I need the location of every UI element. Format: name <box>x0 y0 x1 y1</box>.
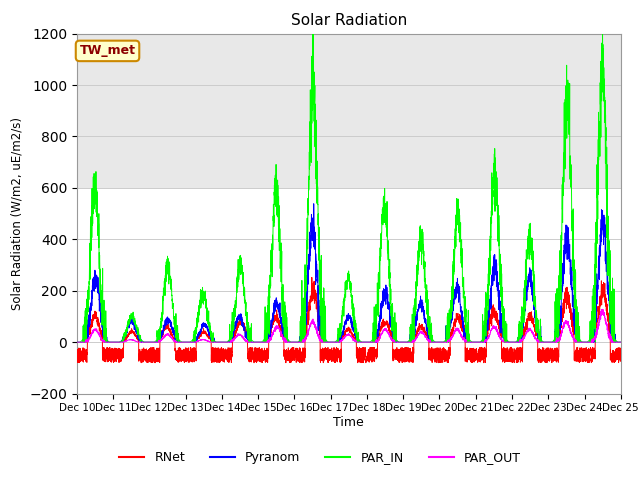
Pyranom <box>471 339 479 345</box>
PAR_IN <box>329 339 337 345</box>
PAR_IN <box>471 339 479 345</box>
RNet <box>308 275 316 280</box>
X-axis label: Time: Time <box>333 416 364 429</box>
PAR_IN <box>73 339 81 345</box>
PAR_OUT <box>598 306 606 312</box>
Text: TW_met: TW_met <box>79 44 136 58</box>
Line: PAR_OUT: PAR_OUT <box>77 309 621 342</box>
RNet <box>617 351 625 357</box>
PAR_OUT <box>171 338 179 344</box>
PAR_IN <box>617 339 625 345</box>
Pyranom <box>616 339 624 345</box>
Line: PAR_IN: PAR_IN <box>77 34 621 342</box>
Line: RNet: RNet <box>77 277 621 363</box>
PAR_OUT <box>471 339 479 345</box>
Pyranom <box>329 339 337 345</box>
PAR_OUT <box>617 339 625 345</box>
RNet <box>73 350 81 356</box>
Y-axis label: Solar Radiation (W/m2, uE/m2/s): Solar Radiation (W/m2, uE/m2/s) <box>11 117 24 310</box>
Pyranom <box>310 201 317 206</box>
RNet <box>502 355 509 360</box>
PAR_IN <box>502 339 509 345</box>
PAR_IN <box>616 339 624 345</box>
RNet <box>171 336 179 342</box>
PAR_IN <box>309 31 317 36</box>
Legend: RNet, Pyranom, PAR_IN, PAR_OUT: RNet, Pyranom, PAR_IN, PAR_OUT <box>115 446 525 469</box>
RNet <box>471 348 479 354</box>
Bar <box>77 34 621 188</box>
Pyranom <box>441 338 449 344</box>
Pyranom <box>502 335 509 341</box>
RNet <box>250 360 258 366</box>
Pyranom <box>73 339 81 345</box>
RNet <box>616 358 624 364</box>
Pyranom <box>171 332 179 337</box>
Pyranom <box>617 339 625 345</box>
RNet <box>441 357 449 363</box>
Line: Pyranom: Pyranom <box>77 204 621 342</box>
RNet <box>329 348 337 353</box>
PAR_IN <box>441 338 449 344</box>
PAR_OUT <box>440 339 448 345</box>
PAR_OUT <box>328 339 336 345</box>
PAR_OUT <box>73 339 81 345</box>
PAR_OUT <box>616 339 624 345</box>
PAR_IN <box>171 313 179 319</box>
Title: Solar Radiation: Solar Radiation <box>291 13 407 28</box>
PAR_OUT <box>502 339 509 345</box>
